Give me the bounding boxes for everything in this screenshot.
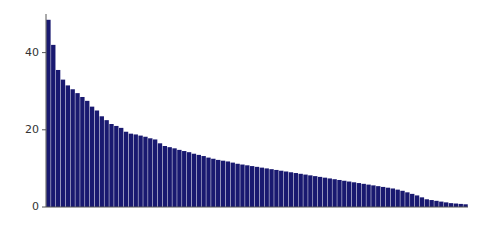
bar bbox=[201, 156, 205, 207]
bar bbox=[405, 192, 409, 207]
bar bbox=[114, 126, 118, 207]
bar bbox=[100, 116, 104, 207]
bar bbox=[366, 185, 370, 207]
bar bbox=[454, 204, 458, 207]
bar bbox=[420, 197, 424, 207]
bar bbox=[410, 194, 414, 207]
bar bbox=[172, 148, 176, 207]
bar bbox=[444, 202, 448, 207]
chart: 0 20 40 bbox=[0, 0, 480, 225]
bar bbox=[376, 186, 380, 207]
bars bbox=[46, 20, 468, 207]
bar bbox=[381, 187, 385, 207]
bar bbox=[245, 165, 249, 207]
bar bbox=[90, 107, 94, 207]
bar bbox=[332, 179, 336, 207]
bar bbox=[240, 165, 244, 207]
bar bbox=[46, 20, 50, 207]
bar bbox=[294, 173, 298, 207]
bar bbox=[66, 85, 70, 207]
bar bbox=[337, 180, 341, 207]
bar bbox=[342, 181, 346, 207]
y-tick bbox=[42, 52, 46, 53]
y-tick bbox=[42, 129, 46, 130]
y-tick-label: 20 bbox=[25, 123, 39, 136]
bar bbox=[328, 178, 332, 207]
bar bbox=[362, 184, 366, 207]
bar bbox=[129, 134, 133, 207]
bar bbox=[318, 177, 322, 207]
bar bbox=[177, 150, 181, 207]
y-axis-line bbox=[46, 14, 47, 207]
bar bbox=[226, 161, 230, 207]
y-tick bbox=[42, 207, 46, 208]
bar bbox=[352, 182, 356, 207]
bar bbox=[211, 159, 215, 207]
bar bbox=[391, 188, 395, 207]
bar bbox=[303, 175, 307, 207]
bar bbox=[75, 93, 79, 207]
bar bbox=[425, 199, 429, 207]
bar bbox=[187, 152, 191, 207]
bar bbox=[231, 163, 235, 207]
bar bbox=[138, 136, 142, 207]
bar bbox=[134, 134, 138, 207]
bar bbox=[298, 174, 302, 207]
bar bbox=[265, 168, 269, 207]
bar bbox=[51, 45, 55, 207]
bar bbox=[434, 201, 438, 207]
bar bbox=[400, 191, 404, 207]
y-tick-label: 0 bbox=[32, 200, 39, 213]
bar bbox=[347, 182, 351, 207]
axes: 0 20 40 bbox=[25, 14, 468, 213]
bar bbox=[80, 97, 84, 207]
x-axis-line bbox=[46, 207, 468, 208]
bar bbox=[85, 101, 89, 207]
bar bbox=[56, 70, 60, 207]
bar bbox=[235, 164, 239, 207]
bar bbox=[289, 172, 293, 207]
bar bbox=[313, 176, 317, 207]
bar bbox=[284, 171, 288, 207]
bar bbox=[279, 171, 283, 207]
bar bbox=[429, 200, 433, 207]
bar bbox=[153, 139, 157, 207]
bar bbox=[163, 146, 167, 207]
bar bbox=[61, 80, 65, 207]
bar bbox=[148, 138, 152, 207]
bar bbox=[255, 167, 259, 207]
bar bbox=[95, 111, 99, 208]
bar bbox=[221, 161, 225, 207]
bar bbox=[216, 160, 220, 207]
bar bbox=[439, 202, 443, 207]
bar bbox=[250, 166, 254, 207]
bar bbox=[371, 185, 375, 207]
bar bbox=[357, 183, 361, 207]
bar bbox=[323, 178, 327, 207]
bar bbox=[168, 147, 172, 207]
bar bbox=[274, 170, 278, 207]
bar bbox=[206, 158, 210, 207]
bar bbox=[143, 137, 147, 207]
bar bbox=[197, 155, 201, 207]
bar bbox=[109, 124, 113, 207]
bar bbox=[395, 190, 399, 207]
bar bbox=[124, 132, 128, 207]
y-tick-label: 40 bbox=[25, 46, 39, 59]
bar bbox=[158, 143, 162, 207]
bar bbox=[192, 154, 196, 207]
bar bbox=[449, 203, 453, 207]
bar bbox=[119, 128, 123, 207]
bar bbox=[70, 89, 74, 207]
bar bbox=[104, 120, 108, 207]
bar bbox=[415, 195, 419, 207]
bar bbox=[260, 168, 264, 207]
bar bbox=[182, 151, 186, 207]
bar bbox=[308, 175, 312, 207]
bar bbox=[269, 169, 273, 207]
bar bbox=[386, 188, 390, 207]
